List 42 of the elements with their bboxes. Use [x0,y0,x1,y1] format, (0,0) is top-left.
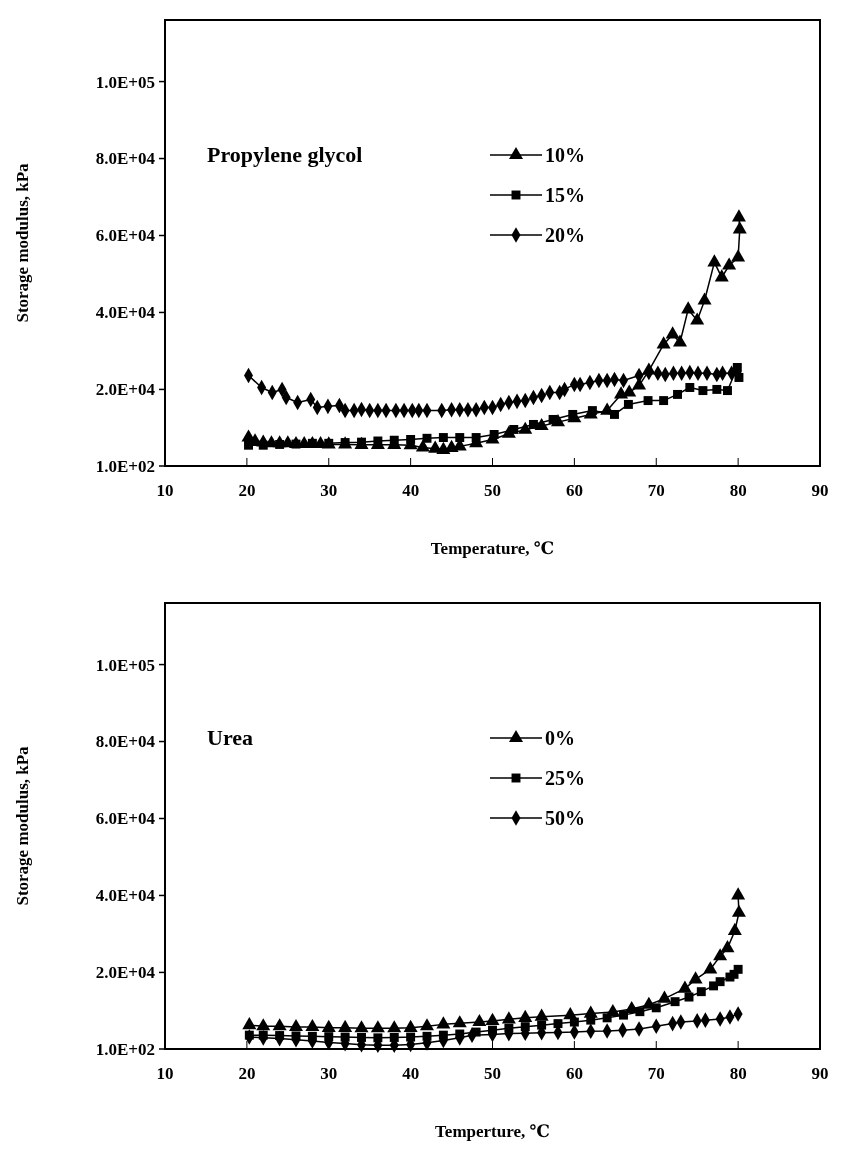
x-axis-title: Temperture, ℃ [435,1122,550,1141]
x-axis-title: Temperature, ℃ [430,539,555,558]
y-tick-label: 1.0E+05 [95,72,155,92]
x-tick-label: 80 [729,481,747,500]
legend-label: 15% [545,184,585,206]
x-tick-label: 10 [156,1064,174,1083]
x-tick-label: 90 [811,481,829,500]
y-axis-title: Storage modulus, kPa [13,162,32,323]
x-tick-label: 50 [484,1064,501,1083]
x-tick-label: 90 [811,1064,829,1083]
y-tick-label: 1.0E+05 [95,655,155,675]
y-tick-label: 6.0E+04 [95,809,156,829]
y-tick-label: 8.0E+04 [95,732,156,752]
y-tick-label: 6.0E+04 [95,226,156,246]
text: Urea [207,725,254,750]
legend-label: 0% [545,727,575,749]
x-tick-label: 20 [238,1064,256,1083]
y-axis-title: Storage modulus, kPa [13,745,32,906]
x-tick-label: 30 [320,1064,338,1083]
y-tick-label: 4.0E+04 [95,886,156,906]
x-tick-label: 20 [238,481,256,500]
legend-label: 25% [545,767,585,789]
y-tick-label: 4.0E+04 [95,303,156,323]
text: Propylene glycol [207,142,363,167]
x-tick-label: 50 [484,481,501,500]
x-tick-label: 80 [729,1064,747,1083]
legend-label: 50% [545,807,585,829]
x-tick-label: 60 [565,481,583,500]
y-tick-label: 8.0E+04 [95,149,156,169]
x-tick-label: 40 [402,1064,420,1083]
x-tick-label: 10 [156,481,174,500]
x-tick-label: 30 [320,481,338,500]
y-tick-label: 1.0E+02 [95,456,155,476]
x-tick-label: 40 [402,481,420,500]
y-tick-label: 2.0E+04 [95,380,156,400]
x-tick-label: 60 [565,1064,583,1083]
x-tick-label: 70 [647,481,665,500]
legend-label: 20% [545,224,585,246]
y-tick-label: 1.0E+02 [95,1039,155,1059]
legend-label: 10% [545,144,585,166]
y-tick-label: 2.0E+04 [95,963,156,983]
x-tick-label: 70 [647,1064,665,1083]
